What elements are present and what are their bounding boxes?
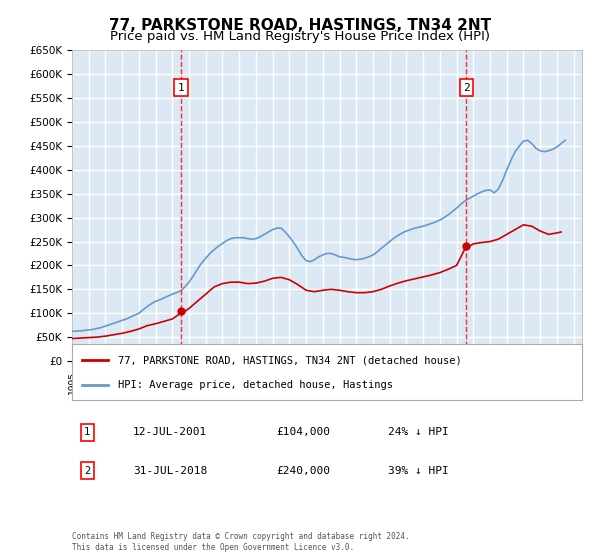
Text: 2: 2 [463, 83, 470, 92]
Text: £104,000: £104,000 [276, 427, 330, 437]
Text: HPI: Average price, detached house, Hastings: HPI: Average price, detached house, Hast… [118, 380, 393, 390]
Text: 31-JUL-2018: 31-JUL-2018 [133, 465, 208, 475]
Text: 77, PARKSTONE ROAD, HASTINGS, TN34 2NT: 77, PARKSTONE ROAD, HASTINGS, TN34 2NT [109, 18, 491, 32]
Text: 1: 1 [84, 427, 91, 437]
Text: 39% ↓ HPI: 39% ↓ HPI [388, 465, 449, 475]
Text: 77, PARKSTONE ROAD, HASTINGS, TN34 2NT (detached house): 77, PARKSTONE ROAD, HASTINGS, TN34 2NT (… [118, 355, 461, 365]
Text: 2: 2 [84, 465, 91, 475]
Text: 24% ↓ HPI: 24% ↓ HPI [388, 427, 449, 437]
Text: 1: 1 [178, 83, 185, 92]
Text: £240,000: £240,000 [276, 465, 330, 475]
Text: Contains HM Land Registry data © Crown copyright and database right 2024.
This d: Contains HM Land Registry data © Crown c… [72, 532, 410, 552]
Text: 12-JUL-2001: 12-JUL-2001 [133, 427, 208, 437]
Text: Price paid vs. HM Land Registry's House Price Index (HPI): Price paid vs. HM Land Registry's House … [110, 30, 490, 43]
